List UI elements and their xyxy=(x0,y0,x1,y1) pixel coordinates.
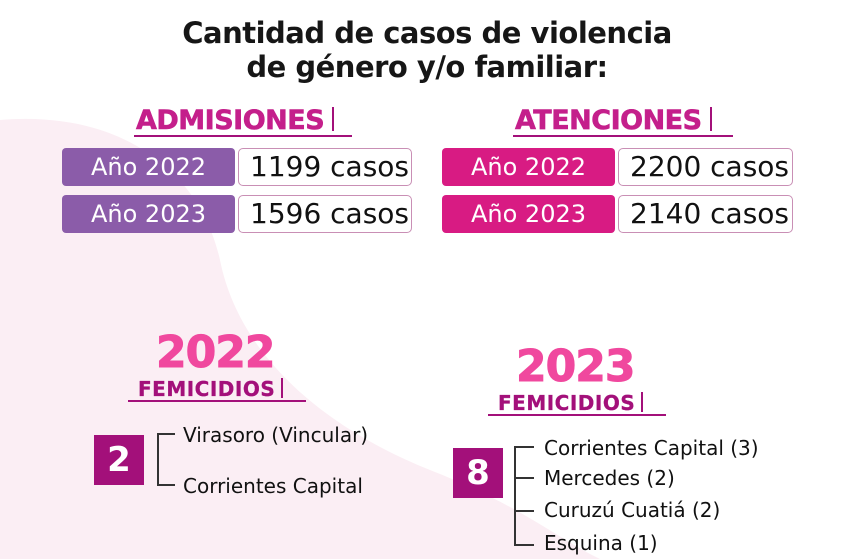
femicidios-2022-year: 2022 xyxy=(155,327,275,378)
tree-connector-branch xyxy=(514,446,534,448)
atenciones-year-label: Año 2022 xyxy=(442,148,615,186)
atenciones-year-label: Año 2023 xyxy=(442,195,615,233)
heading-accent-bar xyxy=(709,107,712,131)
femicidios-2022-label: FEMICIDIOS xyxy=(138,377,284,401)
atenciones-heading: ATENCIONES xyxy=(515,105,712,136)
heading-accent-bar xyxy=(281,378,284,398)
femicidios-2023-count: 8 xyxy=(453,448,503,498)
femicidios-2022-label-text: FEMICIDIOS xyxy=(138,377,276,401)
tree-connector-vertical xyxy=(157,433,159,486)
femicidio-location: Virasoro (Vincular) xyxy=(183,423,369,447)
admisiones-case-count: 1596 casos xyxy=(238,195,412,233)
admisiones-year-label: Año 2022 xyxy=(62,148,235,186)
femicidios-2023-year: 2023 xyxy=(515,341,635,392)
tree-connector-branch xyxy=(514,544,534,546)
title-line-1: Cantidad de casos de violencia xyxy=(182,16,672,50)
page-title: Cantidad de casos de violencia de género… xyxy=(0,16,854,84)
admisiones-underline xyxy=(134,135,352,137)
tree-connector-vertical xyxy=(514,446,516,546)
femicidio-location: Corrientes Capital (3) xyxy=(544,436,759,460)
atenciones-heading-text: ATENCIONES xyxy=(515,105,703,136)
tree-connector-branch xyxy=(157,484,175,486)
admisiones-year-label: Año 2023 xyxy=(62,195,235,233)
tree-connector-branch xyxy=(157,433,175,435)
femicidios-2022-underline xyxy=(128,400,306,402)
femicidio-location: Corrientes Capital xyxy=(183,474,363,498)
femicidios-2023-underline xyxy=(488,414,666,416)
atenciones-case-count: 2140 casos xyxy=(618,195,793,233)
heading-accent-bar xyxy=(641,392,644,412)
admisiones-case-count: 1199 casos xyxy=(238,148,412,186)
heading-accent-bar xyxy=(332,107,335,131)
femicidios-2022-count: 2 xyxy=(94,435,144,485)
femicidio-location: Curuzú Cuatiá (2) xyxy=(544,498,721,522)
femicidios-2023-label-text: FEMICIDIOS xyxy=(498,391,636,415)
admisiones-heading-text: ADMISIONES xyxy=(136,105,325,136)
tree-connector-branch xyxy=(514,477,534,479)
tree-connector-branch xyxy=(514,510,534,512)
femicidios-2023-label: FEMICIDIOS xyxy=(498,391,644,415)
femicidio-location: Esquina (1) xyxy=(544,531,658,555)
femicidio-location: Mercedes (2) xyxy=(544,466,675,490)
admisiones-heading: ADMISIONES xyxy=(136,105,335,136)
title-line-2: de género y/o familiar: xyxy=(246,50,608,84)
atenciones-underline xyxy=(513,135,733,137)
atenciones-case-count: 2200 casos xyxy=(618,148,793,186)
